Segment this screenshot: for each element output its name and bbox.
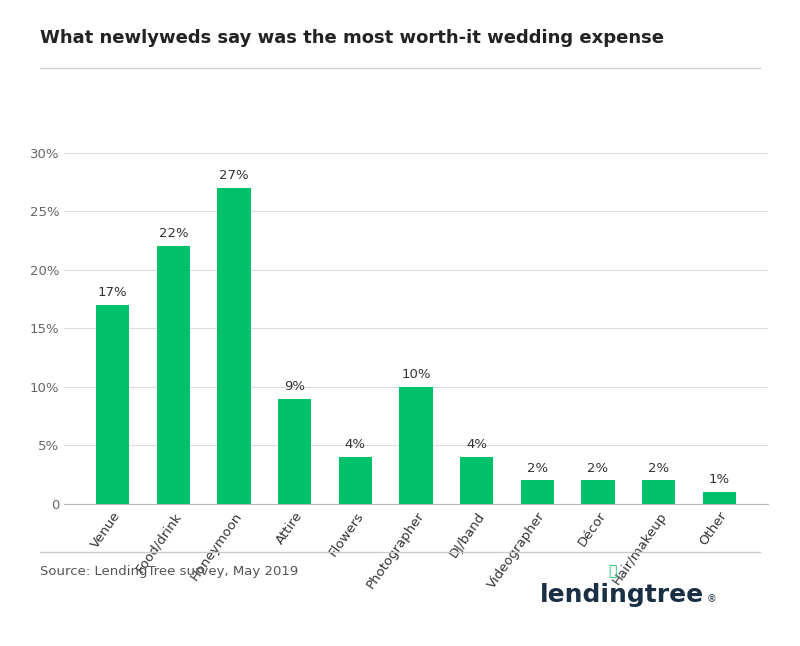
Bar — [96, 305, 130, 504]
Text: 1%: 1% — [709, 474, 730, 486]
Text: 🌿: 🌿 — [608, 564, 616, 578]
Text: lendingtree: lendingtree — [540, 583, 704, 607]
Bar — [338, 457, 372, 504]
Text: Source: LendingTree survey, May 2019: Source: LendingTree survey, May 2019 — [40, 565, 298, 578]
Bar — [218, 188, 250, 504]
Text: 4%: 4% — [345, 438, 366, 451]
Text: 2%: 2% — [526, 462, 548, 475]
Bar — [460, 457, 494, 504]
Bar — [521, 481, 554, 504]
Text: 2%: 2% — [587, 462, 609, 475]
Bar — [582, 481, 614, 504]
Bar — [278, 399, 311, 504]
Text: 2%: 2% — [648, 462, 670, 475]
Text: 22%: 22% — [158, 227, 188, 240]
Text: ®: ® — [706, 594, 716, 604]
Bar — [399, 387, 433, 504]
Text: 9%: 9% — [284, 380, 305, 393]
Bar — [642, 481, 675, 504]
Bar — [157, 246, 190, 504]
Text: 4%: 4% — [466, 438, 487, 451]
Bar — [702, 492, 736, 504]
Text: 17%: 17% — [98, 286, 127, 299]
Text: What newlyweds say was the most worth-it wedding expense: What newlyweds say was the most worth-it… — [40, 29, 664, 47]
Text: 27%: 27% — [219, 169, 249, 182]
Text: 10%: 10% — [402, 368, 430, 381]
